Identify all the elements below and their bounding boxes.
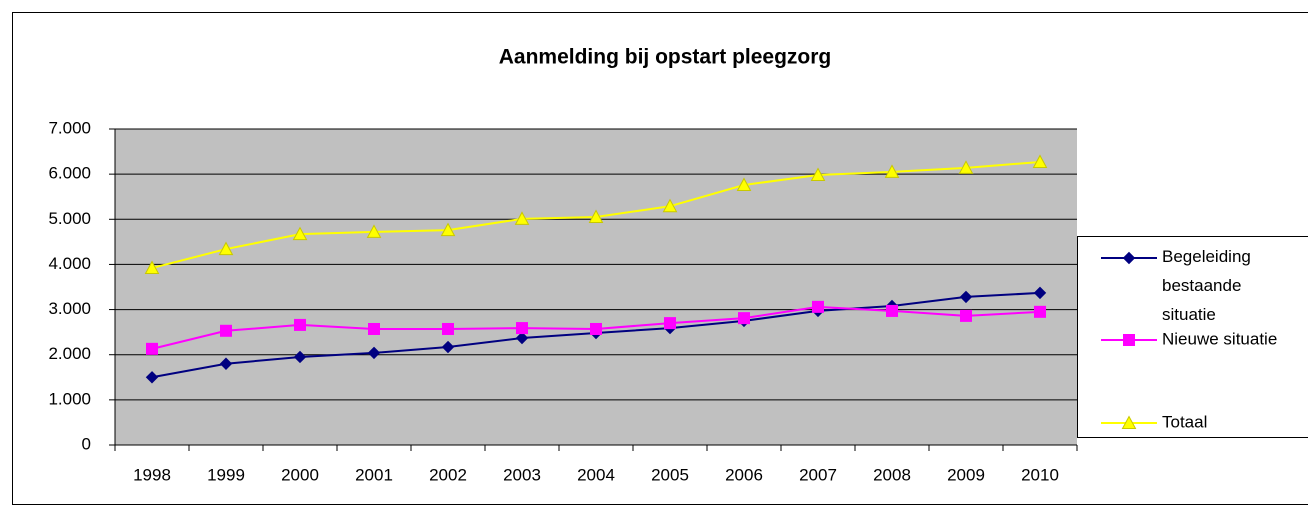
data-point bbox=[738, 312, 750, 325]
y-tick-label: 0 bbox=[82, 434, 91, 453]
data-point bbox=[366, 224, 382, 238]
x-tick-label: 2006 bbox=[725, 465, 763, 484]
x-tick-label: 2002 bbox=[429, 465, 467, 484]
legend-label-line: bestaande bbox=[1162, 276, 1241, 295]
data-point bbox=[220, 324, 232, 337]
data-point bbox=[514, 211, 530, 225]
data-point bbox=[293, 350, 307, 364]
data-point bbox=[367, 346, 381, 360]
chart-title: Aanmelding bij opstart pleegzorg bbox=[499, 46, 832, 69]
data-point bbox=[959, 290, 973, 304]
y-tick-label: 6.000 bbox=[48, 164, 91, 183]
data-point bbox=[886, 304, 898, 317]
x-tick-label: 2000 bbox=[281, 465, 319, 484]
x-tick-label: 2010 bbox=[1021, 465, 1059, 484]
data-point bbox=[441, 340, 455, 354]
data-point bbox=[1032, 154, 1048, 168]
legend-label: Nieuwe situatie bbox=[1162, 329, 1277, 348]
data-point bbox=[442, 322, 454, 335]
data-point bbox=[144, 260, 160, 275]
x-tick-label: 2001 bbox=[355, 465, 393, 484]
x-tick-label: 2007 bbox=[799, 465, 837, 484]
plot-area bbox=[115, 129, 1077, 445]
data-point bbox=[368, 322, 380, 335]
data-point bbox=[1123, 334, 1135, 346]
legend-box bbox=[1077, 236, 1308, 438]
x-tick-label: 1999 bbox=[207, 465, 245, 484]
x-tick-label: 2003 bbox=[503, 465, 541, 484]
data-point bbox=[292, 226, 308, 241]
x-tick-label: 2009 bbox=[947, 465, 985, 484]
data-point bbox=[146, 342, 158, 355]
data-point bbox=[958, 160, 974, 174]
data-point bbox=[218, 241, 234, 256]
data-point bbox=[440, 222, 456, 237]
x-tick-label: 1998 bbox=[133, 465, 171, 484]
y-tick-label: 7.000 bbox=[48, 118, 91, 137]
legend-label: Begeleiding bestaande situatie bbox=[1162, 247, 1251, 324]
data-point bbox=[219, 357, 233, 370]
data-point bbox=[1121, 415, 1137, 429]
data-point bbox=[884, 164, 900, 178]
data-point bbox=[960, 309, 972, 322]
data-point bbox=[1122, 251, 1136, 265]
data-point bbox=[294, 318, 306, 331]
y-tick-label: 3.000 bbox=[48, 299, 91, 318]
data-point bbox=[812, 300, 824, 313]
y-tick-label: 2.000 bbox=[48, 344, 91, 363]
data-point bbox=[662, 198, 678, 213]
x-tick-label: 2008 bbox=[873, 465, 911, 484]
data-point bbox=[590, 322, 602, 335]
x-tick-label: 2004 bbox=[577, 465, 615, 484]
data-point bbox=[736, 177, 752, 191]
data-point bbox=[516, 322, 528, 335]
data-point bbox=[1033, 286, 1047, 300]
legend-label-line: situatie bbox=[1162, 305, 1216, 324]
x-tick-label: 2005 bbox=[651, 465, 689, 484]
legend-label: Totaal bbox=[1162, 412, 1207, 431]
data-point bbox=[664, 317, 676, 330]
y-tick-label: 4.000 bbox=[48, 254, 91, 273]
y-tick-label: 5.000 bbox=[48, 209, 91, 228]
data-point bbox=[145, 371, 159, 384]
data-point bbox=[810, 167, 826, 182]
y-tick-label: 1.000 bbox=[48, 389, 91, 408]
legend-label-line: Begeleiding bbox=[1162, 247, 1251, 266]
data-point bbox=[1034, 305, 1046, 318]
data-point bbox=[588, 209, 604, 224]
data-point bbox=[515, 331, 529, 345]
